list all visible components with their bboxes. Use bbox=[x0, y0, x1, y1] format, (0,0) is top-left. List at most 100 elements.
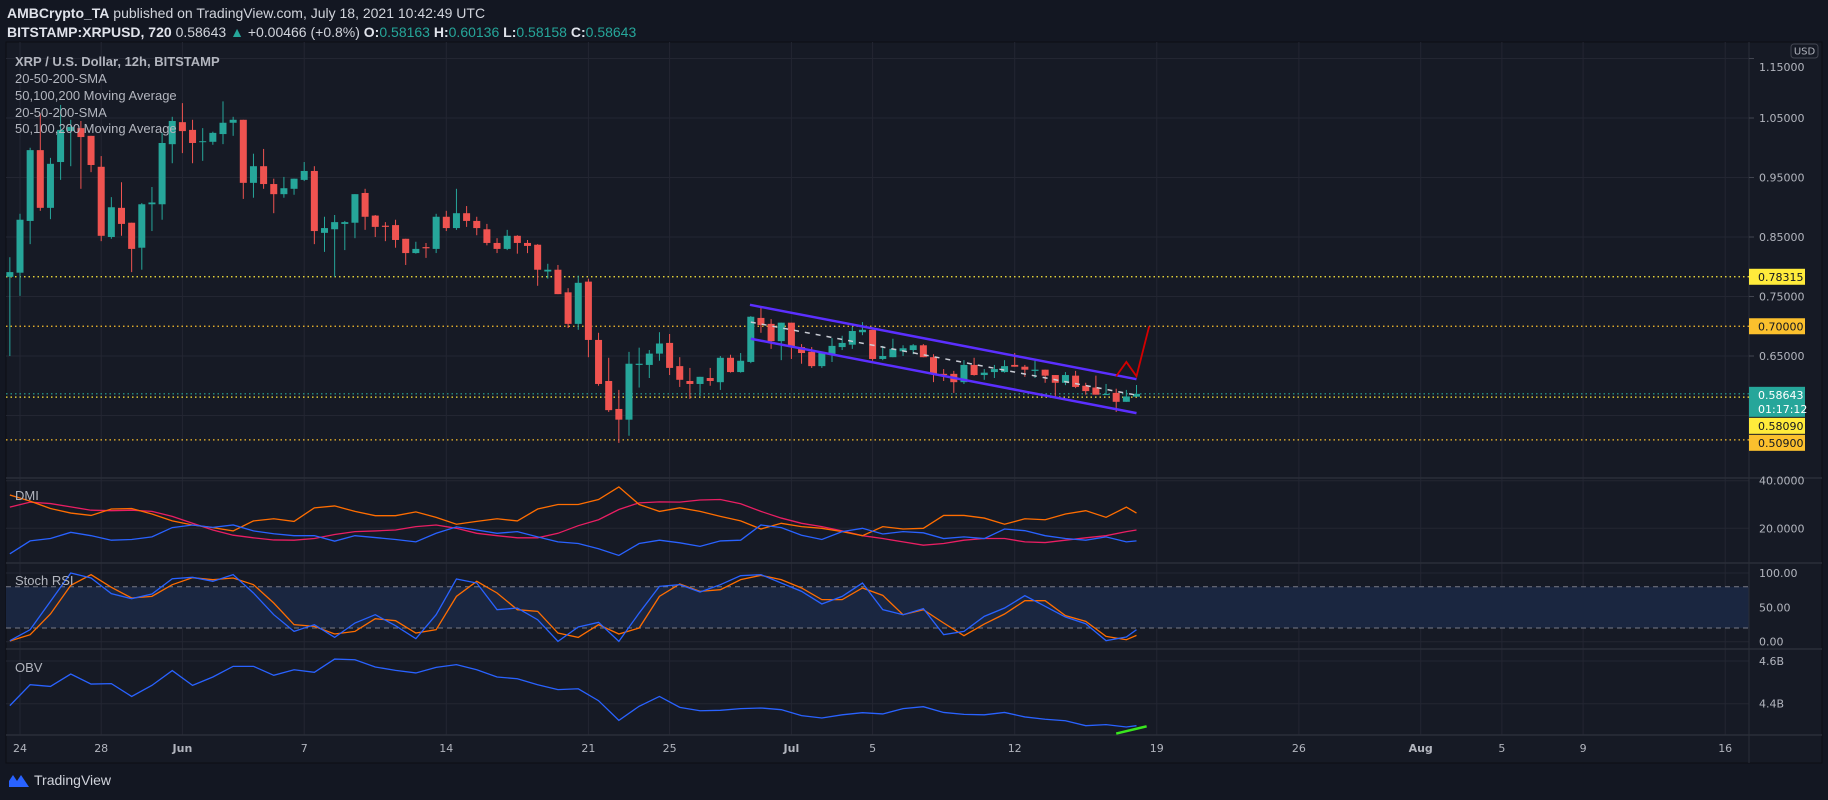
legend-title[interactable]: XRP / U.S. Dollar, 12h, BITSTAMP bbox=[15, 54, 220, 69]
candle-body bbox=[432, 216, 440, 249]
candle bbox=[1072, 370, 1080, 389]
candle-body bbox=[879, 356, 887, 359]
legend-study[interactable]: 50,100,200 Moving Average bbox=[15, 88, 177, 103]
candle bbox=[980, 369, 988, 380]
level-label-bg bbox=[1749, 268, 1805, 285]
candle bbox=[716, 356, 724, 390]
candle-body bbox=[676, 366, 684, 380]
candle-body bbox=[899, 348, 907, 352]
candle-body bbox=[280, 188, 288, 195]
candle bbox=[1041, 369, 1049, 383]
candle bbox=[1031, 360, 1039, 379]
candle-body bbox=[1102, 394, 1110, 396]
projection-path[interactable] bbox=[1115, 326, 1151, 379]
candle bbox=[584, 278, 592, 358]
candle bbox=[889, 338, 897, 358]
candle-body bbox=[128, 222, 136, 249]
level-label-text: 0.70000 bbox=[1758, 320, 1804, 333]
channel-upper-line[interactable] bbox=[749, 303, 1137, 381]
candle bbox=[168, 116, 176, 164]
price-axis[interactable]: 1.15000 1.05000 0.95000 0.85000 0.75000 0.650… bbox=[1749, 58, 1807, 711]
open-label: O: bbox=[363, 24, 380, 40]
candle-body bbox=[706, 378, 714, 381]
candle bbox=[199, 128, 207, 161]
candle bbox=[493, 238, 501, 254]
candle bbox=[737, 353, 745, 373]
candle-body bbox=[351, 194, 359, 223]
legend-study[interactable]: 50,100,200 Moving Average bbox=[15, 121, 177, 136]
currency-badge[interactable]: USD bbox=[1790, 43, 1819, 59]
candle bbox=[848, 326, 856, 349]
time-tick-label: Jul bbox=[783, 742, 800, 755]
candle-body bbox=[666, 342, 674, 368]
candle bbox=[351, 194, 359, 239]
price-tick-label: 0.85000 bbox=[1759, 231, 1805, 244]
stoch-tick-label: 100.00 bbox=[1759, 567, 1798, 580]
time-tick-label: 9 bbox=[1580, 742, 1587, 755]
time-tick-label: 5 bbox=[869, 742, 876, 755]
footer-brand[interactable]: TradingView bbox=[8, 772, 111, 788]
candle bbox=[412, 241, 420, 254]
candle-body bbox=[67, 126, 75, 132]
candle-body bbox=[392, 225, 400, 240]
candle-body bbox=[716, 357, 724, 383]
candle bbox=[1133, 384, 1140, 397]
candle-body bbox=[798, 347, 806, 354]
low-value: 0.58158 bbox=[516, 24, 567, 40]
author-name[interactable]: AMBCrypto_TA bbox=[7, 5, 110, 21]
candle bbox=[128, 222, 136, 273]
candle-body bbox=[493, 242, 501, 249]
candle bbox=[26, 147, 34, 245]
legend-study[interactable]: 20-50-200-SMA bbox=[15, 71, 107, 86]
candle bbox=[16, 213, 24, 296]
candle-body bbox=[1051, 375, 1059, 383]
candle bbox=[513, 235, 521, 254]
legend: XRP / U.S. Dollar, 12h, BITSTAMP 20-50-2… bbox=[15, 54, 220, 675]
candle bbox=[280, 176, 288, 198]
dmi-plus-di-line bbox=[9, 524, 1137, 557]
candle-body bbox=[503, 235, 511, 249]
close-value: 0.58643 bbox=[585, 24, 637, 40]
candle-body bbox=[1092, 387, 1100, 395]
candle-body bbox=[310, 170, 318, 232]
candle bbox=[1021, 364, 1029, 377]
obv-label[interactable]: OBV bbox=[15, 660, 43, 675]
time-axis[interactable]: 24 28 Jun 7 14 21 25 Jul 5 12 19 26 Aug 5 9 16 bbox=[13, 742, 1732, 755]
candle bbox=[36, 113, 44, 211]
obv-tick-label: 4.6B bbox=[1759, 655, 1784, 668]
candle-body bbox=[838, 342, 846, 348]
candle-body bbox=[473, 220, 481, 229]
candle bbox=[615, 389, 623, 443]
candle bbox=[290, 178, 298, 195]
channel-lower-line[interactable] bbox=[750, 337, 1137, 415]
candle-body bbox=[107, 207, 115, 237]
time-tick-label: 24 bbox=[13, 742, 27, 755]
candle bbox=[503, 229, 511, 251]
stoch-rsi-label[interactable]: Stoch RSI bbox=[15, 573, 74, 588]
candle-body bbox=[1041, 369, 1049, 376]
candle-body bbox=[940, 373, 948, 376]
legend-study[interactable]: 20-50-200-SMA bbox=[15, 105, 107, 120]
level-price-label: 0.58090 bbox=[1749, 417, 1805, 434]
candle-body bbox=[808, 351, 816, 367]
drawings[interactable] bbox=[749, 303, 1151, 735]
time-tick-label: 28 bbox=[94, 742, 108, 755]
candle bbox=[930, 354, 937, 383]
candle bbox=[777, 322, 785, 361]
obv-trend-line[interactable] bbox=[1115, 725, 1147, 735]
candle-body bbox=[757, 317, 765, 326]
candle bbox=[402, 238, 410, 265]
countdown-text: 01:17:12 bbox=[1758, 403, 1807, 416]
candle-body bbox=[36, 150, 44, 208]
dmi-label[interactable]: DMI bbox=[15, 488, 39, 503]
candle bbox=[605, 357, 613, 412]
candle bbox=[564, 288, 572, 329]
high-label: H: bbox=[433, 24, 449, 40]
time-tick-label: 25 bbox=[663, 742, 677, 755]
candle-body bbox=[77, 128, 85, 138]
candle-body bbox=[300, 170, 308, 180]
candle bbox=[757, 307, 765, 333]
candle-body bbox=[960, 364, 968, 383]
candle bbox=[524, 239, 531, 254]
